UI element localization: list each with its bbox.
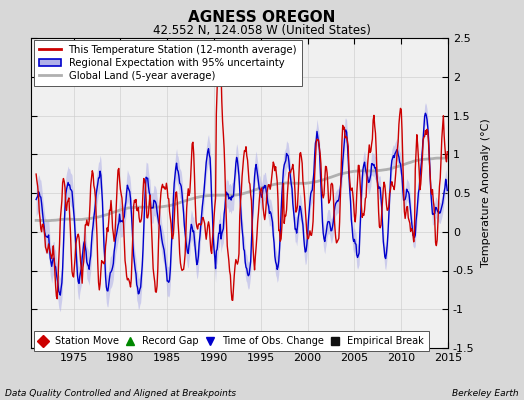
Y-axis label: Temperature Anomaly (°C): Temperature Anomaly (°C) [482,119,492,267]
Text: Data Quality Controlled and Aligned at Breakpoints: Data Quality Controlled and Aligned at B… [5,389,236,398]
Text: AGNESS OREGON: AGNESS OREGON [188,10,336,25]
Text: Berkeley Earth: Berkeley Earth [452,389,519,398]
Legend: Station Move, Record Gap, Time of Obs. Change, Empirical Break: Station Move, Record Gap, Time of Obs. C… [34,331,429,351]
Text: 42.552 N, 124.058 W (United States): 42.552 N, 124.058 W (United States) [153,24,371,37]
